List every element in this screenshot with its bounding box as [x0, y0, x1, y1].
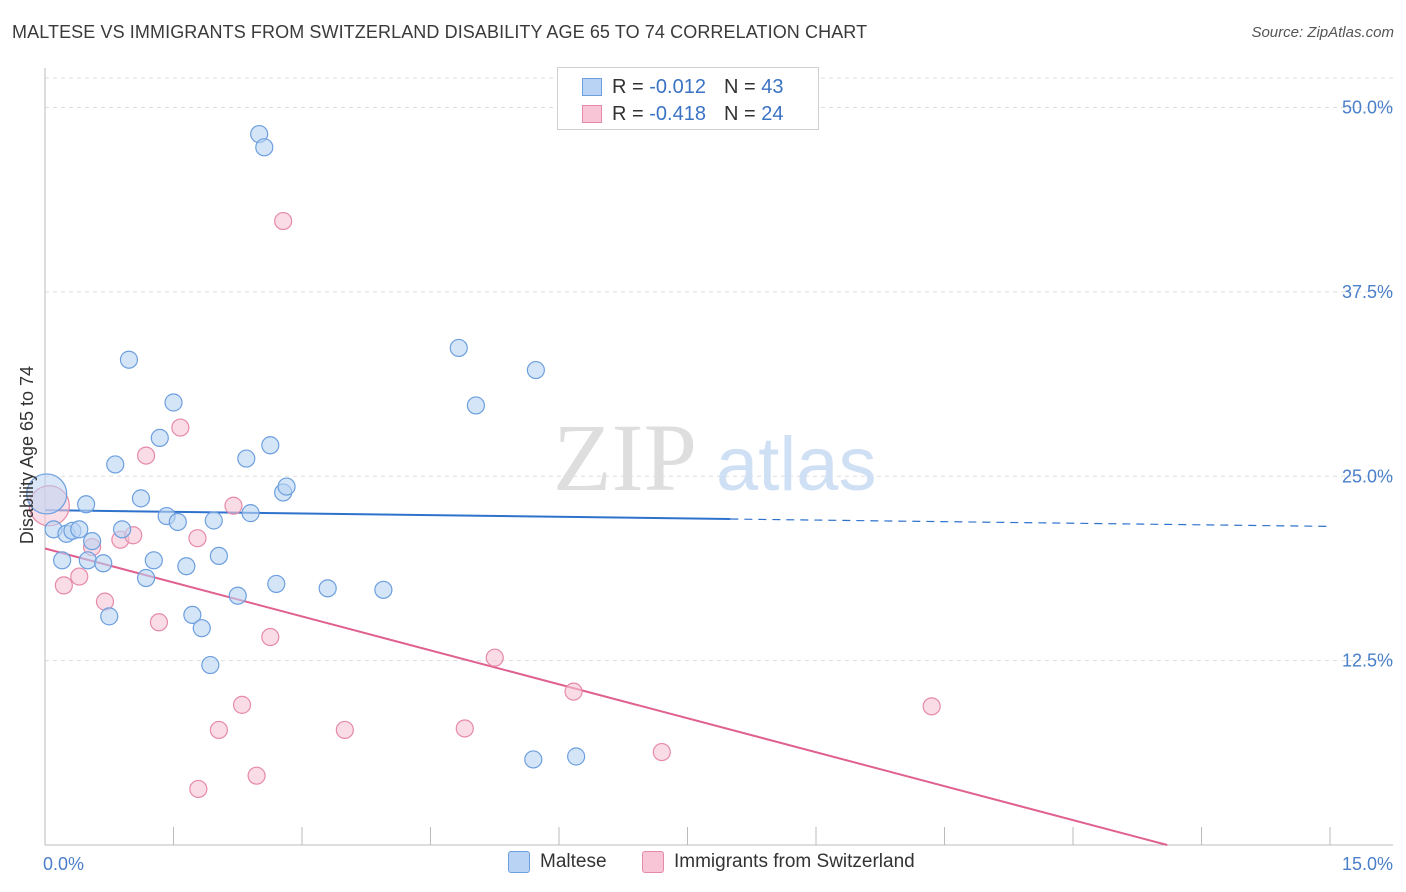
n-value: 24	[761, 102, 784, 125]
swiss-point	[149, 613, 169, 632]
r-value: -0.418	[649, 102, 706, 125]
data-points	[26, 124, 941, 799]
maltese-point	[168, 512, 187, 532]
swiss-point	[224, 496, 243, 515]
maltese-point	[255, 138, 274, 157]
maltese-point	[374, 580, 393, 599]
maltese-point	[177, 557, 196, 576]
maltese-point	[318, 579, 337, 598]
maltese-swatch	[582, 78, 602, 96]
legend-row-swiss: R = -0.418 N = 24	[582, 101, 783, 127]
maltese-point	[241, 504, 260, 523]
swiss-legend-label: Immigrants from Switzerland	[674, 851, 915, 872]
legend-row-maltese: R = -0.012 N = 43	[582, 74, 783, 100]
maltese-point	[131, 489, 151, 508]
swiss-point	[455, 719, 474, 738]
maltese-point	[78, 551, 97, 570]
swiss-point	[335, 720, 354, 740]
swiss-legend-swatch	[642, 851, 664, 873]
gridlines	[45, 77, 1393, 662]
axes	[44, 68, 1393, 846]
maltese-point	[183, 605, 202, 625]
source-label: Source: ZipAtlas.com	[1251, 24, 1394, 41]
watermark-atlas: atlas	[716, 422, 877, 507]
maltese-point	[144, 551, 163, 570]
maltese-point	[449, 338, 468, 358]
r-key: R =	[612, 102, 644, 125]
swiss-point	[247, 766, 266, 785]
chart-title: MALTESE VS IMMIGRANTS FROM SWITZERLAND D…	[12, 22, 868, 42]
trend-line	[44, 547, 1168, 846]
watermark: ZIP atlas	[553, 404, 877, 511]
swiss-point	[564, 682, 583, 701]
maltese-legend-label: Maltese	[540, 851, 607, 872]
trend-line-extension	[730, 518, 1331, 527]
maltese-point	[526, 360, 545, 380]
y-tick-label: 50.0%	[1342, 98, 1393, 118]
maltese-point	[567, 747, 586, 766]
swiss-point	[485, 648, 504, 667]
y-tick-label: 37.5%	[1342, 282, 1393, 302]
maltese-point	[466, 396, 486, 415]
maltese-point	[277, 477, 296, 496]
maltese-point	[261, 436, 280, 455]
swiss-point	[652, 742, 671, 762]
maltese-point	[209, 546, 229, 566]
maltese-point	[237, 449, 256, 468]
maltese-point	[70, 520, 89, 539]
maltese-point	[150, 428, 169, 447]
maltese-point	[201, 655, 220, 675]
swiss-point	[189, 779, 208, 799]
swiss-swatch	[582, 105, 602, 123]
swiss-point	[70, 567, 89, 586]
legend-item-swiss: Immigrants from Switzerland	[642, 851, 915, 873]
trend-line	[44, 509, 731, 521]
maltese-point	[83, 532, 102, 551]
swiss-point	[261, 627, 280, 647]
y-axis-label: Disability Age 65 to 74	[17, 366, 37, 544]
swiss-point	[232, 695, 252, 714]
y-tick-label: 25.0%	[1342, 466, 1393, 486]
n-key: N =	[723, 75, 756, 98]
maltese-point	[112, 520, 132, 539]
maltese-point	[106, 455, 125, 474]
maltese-point	[26, 473, 68, 515]
maltese-point	[136, 568, 156, 588]
watermark-zip: ZIP	[553, 404, 697, 511]
swiss-point	[188, 529, 207, 548]
maltese-point	[204, 511, 223, 530]
maltese-point	[53, 551, 72, 570]
maltese-point	[164, 393, 183, 412]
tick-labels: 12.5% 25.0% 37.5% 50.0% 0.0% 15.0%	[43, 98, 1393, 875]
swiss-point	[274, 211, 293, 231]
swiss-point	[209, 720, 229, 740]
swiss-point	[171, 418, 190, 437]
trend-lines	[44, 509, 1331, 846]
legend-item-maltese: Maltese	[508, 851, 607, 873]
y-tick-label: 12.5%	[1342, 651, 1393, 671]
maltese-point	[119, 350, 139, 369]
r-key: R =	[612, 75, 644, 98]
swiss-point	[136, 446, 156, 465]
n-key: N =	[723, 102, 756, 125]
maltese-point	[77, 495, 96, 514]
x-tick-label: 0.0%	[43, 854, 84, 874]
maltese-point	[94, 554, 113, 573]
maltese-legend-swatch	[508, 851, 530, 873]
maltese-point	[524, 750, 543, 769]
maltese-point	[100, 607, 119, 626]
swiss-point	[54, 576, 73, 595]
maltese-point	[267, 574, 286, 594]
maltese-point	[228, 586, 247, 605]
r-value: -0.012	[649, 75, 706, 98]
swiss-point	[922, 697, 941, 716]
stats-legend: R = -0.012 N = 43 R = -0.418 N = 24	[557, 67, 819, 130]
x-tick-label: 15.0%	[1342, 854, 1393, 874]
maltese-point	[192, 619, 211, 638]
n-value: 43	[761, 75, 784, 98]
